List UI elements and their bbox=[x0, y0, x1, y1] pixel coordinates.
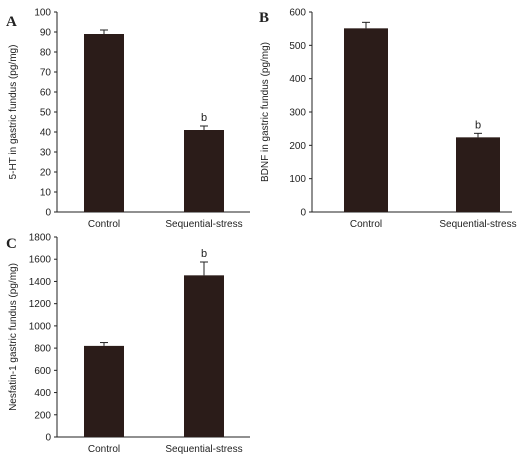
panel-b-bar-control bbox=[344, 28, 388, 213]
panel-c-bar-control bbox=[84, 345, 124, 437]
panel-a-category-label: Control bbox=[88, 219, 120, 230]
panel-b-category-label: Control bbox=[350, 219, 382, 230]
panel-a-bar-control bbox=[84, 34, 124, 212]
panel-a-significance-label: b bbox=[201, 112, 207, 124]
panel-a-y-tick-label: 60 bbox=[40, 88, 52, 99]
panel-b-y-tick-label: 300 bbox=[289, 108, 306, 119]
panel-c-bar-sequential-stress bbox=[184, 275, 224, 437]
panel-c-y-tick-label: 200 bbox=[34, 410, 51, 421]
panel-b-y-tick-label: 400 bbox=[289, 74, 306, 85]
panel-c-y-axis-title: Nesfatin-1 gastric fundus (pg/mg) bbox=[8, 263, 19, 411]
panel-a-y-tick-label: 80 bbox=[40, 48, 52, 59]
panel-c-y-tick-label: 1200 bbox=[29, 299, 52, 310]
panel-b-y-tick-label: 500 bbox=[289, 41, 306, 52]
panel-a-y-tick-label: 40 bbox=[40, 128, 52, 139]
panel-a-category-label: Sequential-stress bbox=[165, 219, 242, 230]
panel-c-y-tick-label: 1400 bbox=[29, 277, 52, 288]
panel-b-category-label: Sequential-stress bbox=[439, 219, 516, 230]
panel-a-y-tick-label: 50 bbox=[40, 108, 52, 119]
panel-b-bar-sequential-stress bbox=[456, 137, 500, 212]
panel-a-y-tick-label: 10 bbox=[40, 188, 52, 199]
panel-c: C 0 200 400 600 800 1000 1200 1400 1600 1800 Nesfat… bbox=[6, 233, 250, 455]
panel-b-y-tick-label: 100 bbox=[289, 174, 306, 185]
panel-c-y-tick-label: 1600 bbox=[29, 255, 52, 266]
panel-b-y-tick-label: 0 bbox=[300, 208, 306, 219]
panel-b: B 0 100 200 300 400 500 600 BDNF in gastric fund… bbox=[259, 8, 517, 231]
panel-b-letter: B bbox=[259, 10, 269, 26]
panel-c-y-tick-label: 400 bbox=[34, 388, 51, 399]
panel-a-y-tick-label: 30 bbox=[40, 148, 52, 159]
panel-b-significance-label: b bbox=[475, 119, 481, 131]
panel-b-y-tick-label: 200 bbox=[289, 141, 306, 152]
panel-c-significance-label: b bbox=[201, 248, 207, 260]
panel-c-y-tick-label: 1000 bbox=[29, 321, 52, 332]
panel-a-letter: A bbox=[6, 14, 17, 30]
panel-a-y-tick-label: 0 bbox=[45, 208, 51, 219]
panel-c-y-tick-label: 0 bbox=[45, 433, 51, 444]
panel-c-letter: C bbox=[6, 236, 17, 252]
panel-c-category-label: Sequential-stress bbox=[165, 444, 242, 455]
panel-a-bar-sequential-stress bbox=[184, 130, 224, 212]
panel-a-y-axis-title: 5-HT in gastric fundus (pg/mg) bbox=[8, 45, 19, 180]
panel-b-y-tick-label: 600 bbox=[289, 8, 306, 19]
panel-c-y-tick-label: 800 bbox=[34, 344, 51, 355]
panel-a-y-tick-label: 70 bbox=[40, 68, 52, 79]
panel-a: A 0 10 20 30 40 50 60 70 80 90 100 5-HT in gastric f… bbox=[6, 8, 250, 230]
panel-c-y-tick-label: 1800 bbox=[29, 233, 52, 244]
panel-b-y-axis-title: BDNF in gastric fundus (pg/mg) bbox=[260, 42, 271, 182]
panel-a-y-tick-label: 90 bbox=[40, 28, 52, 39]
panel-c-category-label: Control bbox=[88, 444, 120, 455]
panel-a-y-tick-label: 100 bbox=[34, 8, 51, 19]
panel-c-y-tick-label: 600 bbox=[34, 366, 51, 377]
panel-a-y-tick-label: 20 bbox=[40, 168, 52, 179]
